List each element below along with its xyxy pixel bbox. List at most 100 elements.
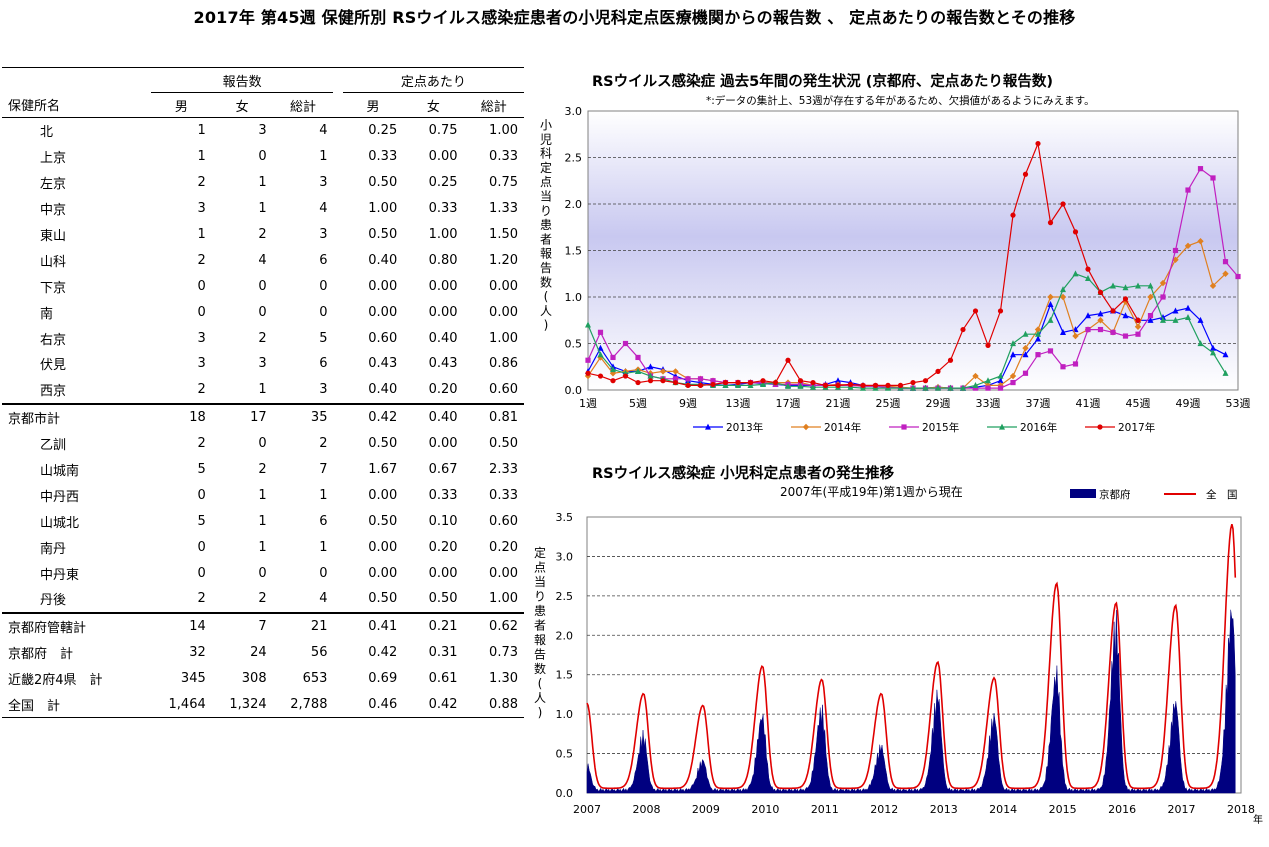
table-row: 中京 3 1 4 1.00 0.33 1.33 [2, 196, 524, 222]
chart1-x-tick-label: 45週 [1126, 397, 1151, 410]
chart1-data-point [1159, 279, 1167, 287]
chart1-x-tick-label: 41週 [1076, 397, 1101, 410]
chart1-data-point [1010, 351, 1016, 358]
table-row: 乙訓 2 0 2 0.50 0.00 0.50 [2, 431, 524, 457]
header-gap [333, 67, 343, 93]
cell-count: 2 [197, 175, 206, 191]
row-gap [333, 640, 342, 666]
table-row: 中丹東 0 0 0 0.00 0.00 0.00 [2, 560, 524, 586]
chart1-data-point [872, 382, 879, 388]
chart1-data-point [672, 379, 679, 386]
chart1-x-tick-label: 9週 [679, 397, 697, 410]
cell-count: 7 [319, 462, 328, 478]
row-name: 近畿2府4県 計 [8, 673, 103, 689]
cell-count: 35 [272, 402, 334, 431]
chart1-data-point [635, 379, 641, 386]
cell-rate: 0.69 [368, 671, 398, 687]
cell-count: 1 [258, 201, 267, 217]
chart1-data-point [735, 379, 741, 386]
cell-count: 0 [197, 565, 206, 581]
chart2-y-axis-label-char: 数 [534, 661, 546, 676]
cell-count: 4 [319, 201, 328, 217]
chart1-data-point [1160, 294, 1166, 300]
chart1-legend-marker [999, 423, 1005, 430]
chart1-data-point [1222, 259, 1229, 265]
cell-count: 0 [197, 539, 206, 555]
cell-rate: 0.50 [368, 436, 398, 452]
row-name: 京都府管轄計 [2, 611, 151, 640]
chart2-y-axis-label-char: 者 [534, 619, 546, 633]
row-name: 左京 [40, 177, 67, 193]
cell-count: 2 [197, 591, 206, 607]
cell-rate: 1.00 [489, 591, 518, 607]
chart1-y-axis-label-char: 定 [540, 160, 552, 175]
chart1-data-point [1085, 266, 1091, 272]
chart2-x-tick-label: 2010 [751, 803, 779, 816]
cell-count: 2 [197, 436, 206, 452]
cell-rate: 0.46 [342, 691, 404, 719]
cell-rate: 0.40 [403, 402, 464, 431]
chart1-legend-label: 2013年 [726, 421, 763, 434]
chart1-data-point [1222, 270, 1229, 277]
table-row: 山城北 5 1 6 0.50 0.10 0.60 [2, 508, 524, 534]
chart2-legend-label: 全 国 [1206, 488, 1238, 501]
chart2-y-tick-label: 0.0 [556, 787, 574, 800]
table-group-header-row: 報告数 定点あたり [2, 67, 524, 93]
chart2-legend-label: 京都府 [1099, 488, 1131, 501]
chart1-data-point [622, 373, 629, 379]
chart1-data-point [1072, 270, 1079, 277]
chart1-data-point [610, 366, 616, 373]
cell-rate: 1.20 [489, 252, 518, 268]
cell-rate: 0.60 [489, 513, 518, 529]
chart1-data-point [585, 321, 591, 328]
cell-rate: 0.00 [368, 278, 398, 294]
cell-rate: 0.50 [368, 513, 398, 529]
chart1-data-point [972, 385, 979, 391]
row-name: 山城北 [40, 515, 80, 531]
row-name: 山科 [40, 254, 67, 270]
chart1-data-point [922, 384, 929, 391]
row-gap [333, 508, 342, 534]
chart1-data-point [1147, 316, 1154, 323]
chart2-y-tick-label: 3.5 [556, 511, 574, 524]
chart1-data-point [710, 381, 716, 388]
chart1-data-point [1185, 187, 1191, 193]
cell-count: 0 [258, 149, 267, 165]
chart1-data-point [1184, 242, 1192, 250]
chart1-data-point [1172, 316, 1179, 323]
cell-count: 18 [150, 402, 212, 431]
chart2-x-tick-label: 2013 [930, 803, 958, 816]
chart1-data-point [1035, 140, 1041, 147]
chart1-y-axis-label-char: 患 [540, 218, 552, 232]
row-gap [333, 222, 342, 248]
chart1-data-point [1210, 175, 1216, 181]
cell-count: 17 [211, 402, 273, 431]
chart2-x-tick-label: 2008 [632, 803, 660, 816]
cell-rate: 0.50 [368, 591, 398, 607]
chart1-y-axis-label-char: 児 [540, 132, 552, 146]
table-row: 左京 2 1 3 0.50 0.25 0.75 [2, 170, 524, 196]
row-gap [333, 299, 342, 325]
cell-count: 2 [258, 227, 267, 242]
chart1-data-point [672, 368, 679, 375]
cell-count: 0 [197, 278, 206, 294]
chart1-data-point [597, 329, 604, 335]
cell-rate: 0.10 [428, 513, 458, 529]
chart1-data-point [1072, 229, 1079, 235]
row-name: 丹後 [40, 593, 67, 609]
row-gap [333, 325, 342, 351]
row-gap [333, 482, 342, 508]
chart2-subtitle: 2007年(平成19年)第1週から現在 [780, 485, 963, 499]
chart1-data-point [1097, 289, 1104, 295]
cell-count: 3 [319, 227, 328, 242]
chart1-data-point [1172, 307, 1179, 314]
chart1-data-point [922, 378, 929, 384]
cell-rate: 0.43 [368, 356, 398, 372]
cell-count: 6 [319, 356, 328, 372]
cell-count: 1 [258, 539, 267, 555]
chart1-data-point [1060, 328, 1066, 335]
chart1-data-point [972, 372, 979, 380]
chart1-data-point [1172, 247, 1179, 254]
chart1-data-point [1197, 166, 1204, 172]
chart1-data-point [1135, 282, 1141, 289]
